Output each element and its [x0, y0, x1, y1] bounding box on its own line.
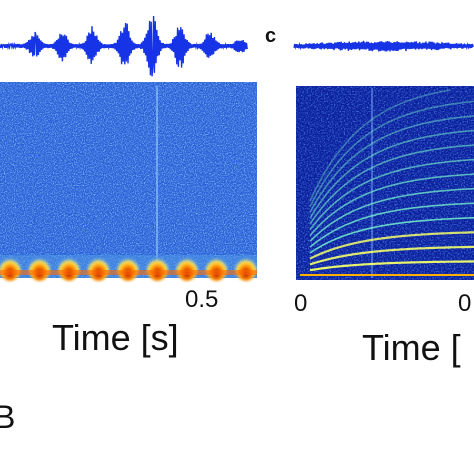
waveform-right [293, 40, 474, 52]
energy-blob [205, 255, 228, 281]
harmonic [309, 100, 474, 208]
energy-blob [0, 255, 21, 281]
energy-blob [117, 255, 139, 281]
x-tick-label: 0 [458, 290, 471, 317]
x-axis-label: Time [ [362, 327, 461, 368]
energy-blob [176, 255, 198, 281]
waveform-left [0, 15, 248, 77]
waveforms [0, 15, 474, 77]
harmonic [309, 245, 474, 266]
harmonic [309, 231, 474, 260]
energy-blob [146, 255, 169, 281]
spectrogram-right [296, 86, 474, 280]
energy-blob [235, 255, 257, 281]
energy-blob [58, 255, 80, 281]
panel-letter: c [265, 25, 276, 47]
harmonic [309, 187, 474, 242]
harmonic [309, 217, 474, 254]
harmonic [309, 158, 474, 231]
harmonic [309, 115, 474, 213]
x-tick-label: 0.5 [185, 286, 218, 313]
low-band [0, 270, 257, 275]
x-tick-label: 0 [294, 290, 307, 317]
harmonic [309, 202, 474, 248]
harmonic [309, 144, 474, 225]
x-axis-label: Time [s] [52, 317, 179, 358]
spectrogram-left [0, 82, 257, 281]
energy-blob [87, 255, 110, 281]
harmonic [309, 260, 474, 272]
panel-letter: B [0, 399, 15, 435]
harmonic [309, 89, 451, 202]
energy-blob [28, 255, 51, 281]
harmonic [309, 173, 474, 237]
harmonic [309, 129, 474, 219]
